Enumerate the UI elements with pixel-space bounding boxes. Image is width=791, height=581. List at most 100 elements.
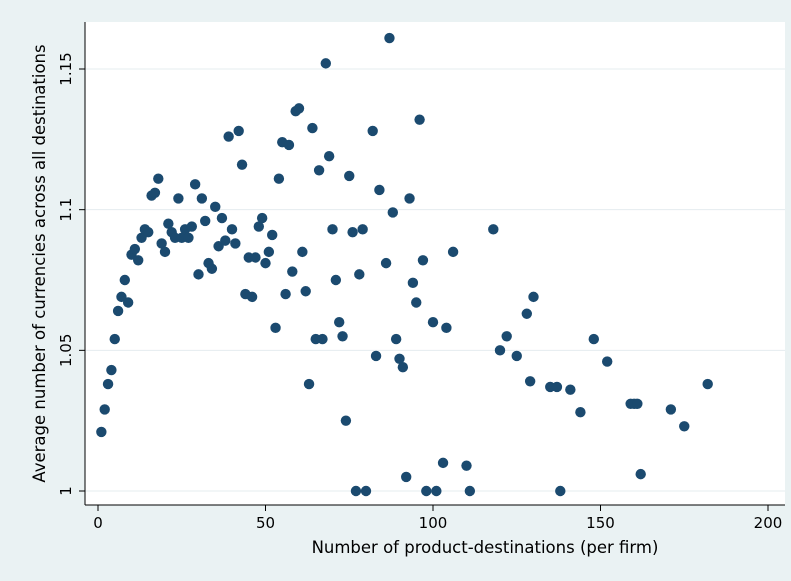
x-tick-label: 50 bbox=[256, 514, 275, 532]
y-tick-label: 1 bbox=[57, 486, 75, 496]
scatter-point bbox=[133, 255, 144, 266]
scatter-point bbox=[283, 139, 295, 151]
scatter-point bbox=[236, 159, 248, 170]
x-axis-title: Number of product-destinations (per firm… bbox=[312, 538, 659, 557]
scatter-point bbox=[102, 378, 114, 390]
scatter-point bbox=[555, 485, 566, 497]
scatter-point bbox=[702, 378, 713, 390]
x-tick-label: 200 bbox=[754, 514, 783, 532]
scatter-point bbox=[488, 224, 499, 235]
scatter-point bbox=[159, 246, 171, 258]
scatter-point bbox=[397, 362, 409, 373]
scatter-point bbox=[267, 229, 278, 241]
scatter-point bbox=[340, 415, 352, 426]
scatter-point bbox=[260, 257, 271, 269]
scatter-point bbox=[679, 421, 690, 432]
scatter-point bbox=[250, 252, 261, 263]
scatter-point bbox=[270, 322, 281, 334]
scatter-point bbox=[153, 173, 164, 184]
scatter-point bbox=[246, 291, 258, 303]
scatter-point bbox=[156, 238, 167, 249]
scatter-point bbox=[565, 384, 576, 395]
scatter-point bbox=[431, 485, 442, 497]
scatter-point bbox=[461, 460, 472, 471]
scatter-point bbox=[511, 350, 522, 362]
scatter-point bbox=[313, 165, 325, 176]
scatter-point bbox=[635, 468, 646, 480]
scatter-point bbox=[327, 224, 338, 235]
scatter-point bbox=[210, 201, 221, 213]
scatter-point bbox=[143, 226, 154, 238]
scatter-point bbox=[293, 103, 305, 114]
scatter-point bbox=[464, 485, 476, 497]
scatter-point bbox=[370, 350, 382, 362]
scatter-point bbox=[280, 288, 291, 300]
scatter-point bbox=[394, 353, 405, 364]
scatter-point bbox=[226, 224, 238, 235]
scatter-point bbox=[230, 238, 241, 249]
scatter-point bbox=[374, 184, 385, 196]
scatter-point bbox=[99, 404, 110, 415]
scatter-point bbox=[551, 381, 563, 393]
scatter-point bbox=[186, 221, 197, 232]
y-tick-label: 1.05 bbox=[57, 334, 75, 367]
scatter-point bbox=[447, 246, 459, 258]
scatter-point bbox=[347, 226, 358, 238]
y-axis-title: Average number of currencies across all … bbox=[30, 44, 49, 482]
scatter-point bbox=[112, 305, 124, 317]
y-tick-label: 1.1 bbox=[57, 198, 75, 222]
scatter-point bbox=[437, 457, 449, 469]
scatter-point bbox=[665, 404, 677, 415]
scatter-point bbox=[575, 407, 586, 418]
scatter-point bbox=[387, 207, 398, 218]
x-tick-label: 150 bbox=[586, 514, 615, 532]
scatter-point bbox=[521, 308, 532, 319]
scatter-point bbox=[588, 333, 599, 345]
x-tick-label: 100 bbox=[419, 514, 448, 532]
plot-area bbox=[85, 22, 785, 505]
scatter-point bbox=[300, 286, 311, 297]
scatter-point bbox=[109, 333, 120, 345]
scatter-point bbox=[193, 269, 204, 280]
scatter-point bbox=[414, 114, 425, 125]
scatter-point bbox=[297, 246, 308, 258]
data-points bbox=[96, 32, 713, 497]
scatter-point bbox=[390, 333, 402, 345]
scatter-point bbox=[256, 212, 268, 224]
scatter-point bbox=[323, 151, 335, 162]
scatter-point bbox=[189, 179, 201, 190]
scatter-point bbox=[401, 471, 412, 483]
scatter-point bbox=[263, 246, 275, 258]
axes: 1 1.05 1.1 1.15 0 50 100 150 200 bbox=[57, 22, 785, 532]
scatter-point bbox=[320, 58, 331, 69]
scatter-point bbox=[233, 125, 244, 137]
scatter-point bbox=[173, 193, 184, 204]
scatter-point bbox=[183, 232, 194, 243]
y-tick-label: 1.15 bbox=[57, 52, 75, 85]
scatter-point bbox=[223, 131, 234, 142]
scatter-point bbox=[253, 221, 264, 232]
scatter-point bbox=[122, 297, 134, 308]
scatter-point bbox=[196, 193, 208, 204]
scatter-point bbox=[334, 317, 345, 328]
scatter-point bbox=[404, 193, 415, 204]
scatter-point bbox=[427, 317, 439, 328]
scatter-point bbox=[528, 291, 539, 303]
scatter-point bbox=[421, 485, 432, 497]
scatter-point bbox=[602, 356, 613, 367]
x-tick-label: 0 bbox=[93, 514, 103, 532]
scatter-point bbox=[96, 426, 107, 438]
scatter-point bbox=[200, 215, 211, 227]
scatter-point bbox=[632, 398, 643, 409]
scatter-point bbox=[307, 122, 318, 134]
scatter-point bbox=[524, 376, 536, 387]
scatter-point bbox=[380, 257, 392, 269]
scatter-point bbox=[344, 170, 355, 182]
scatter-point bbox=[494, 345, 506, 356]
scatter-point bbox=[360, 485, 372, 497]
scatter-point bbox=[273, 173, 285, 184]
scatter-point bbox=[106, 364, 117, 376]
scatter-point bbox=[357, 224, 368, 235]
